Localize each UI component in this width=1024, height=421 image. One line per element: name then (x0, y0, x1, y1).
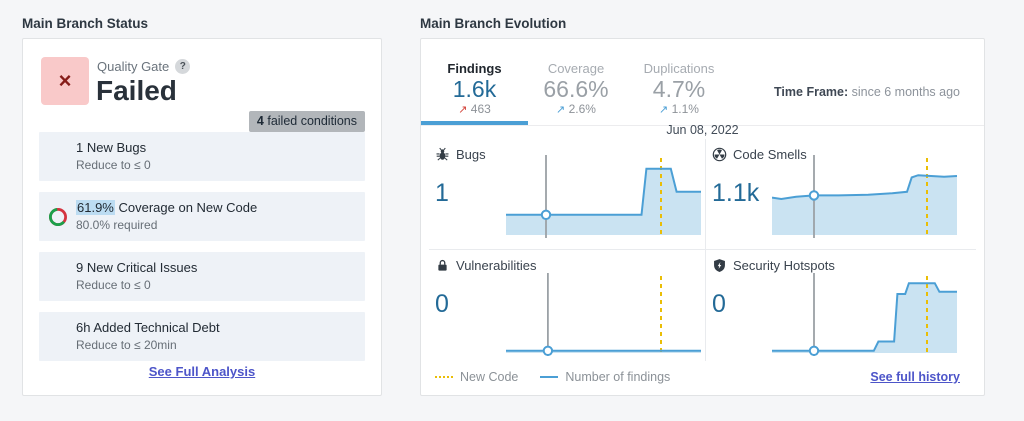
bug-icon (436, 147, 449, 161)
up-arrow-icon: ↗ (458, 104, 468, 116)
bugs-minichart[interactable] (506, 155, 701, 239)
failed-conditions-badge: 4 failed conditions (248, 111, 365, 132)
vulnerabilities-chart-panel: Vulnerabilities 0 (429, 250, 706, 361)
vulnerabilities-count: 0 (435, 290, 449, 318)
tab-findings[interactable]: Findings 1.6k ↗ 463 (421, 61, 528, 125)
failed-conditions-list: 1 New Bugs Reduce to ≤ 0 61.9% Coverage … (39, 132, 365, 372)
condition-row-new-bugs: 1 New Bugs Reduce to ≤ 0 (39, 132, 365, 181)
time-frame: Time Frame: since 6 months ago (774, 85, 960, 99)
lock-icon (438, 259, 447, 271)
security-hotspots-minichart[interactable] (772, 273, 957, 357)
quality-gate-failed-icon: × (41, 57, 89, 105)
up-arrow-icon: ↗ (556, 104, 566, 116)
right-panel-heading: Main Branch Evolution (420, 16, 567, 31)
quality-gate-status: Failed (96, 75, 177, 106)
security-hotspot-icon (714, 259, 725, 272)
vulnerabilities-minichart[interactable] (506, 273, 701, 357)
metric-tabs: Findings 1.6k ↗ 463 Coverage 66.6% ↗ 2.6… (421, 61, 984, 125)
condition-row-critical-issues: 9 New Critical Issues Reduce to ≤ 0 (39, 252, 365, 301)
help-icon[interactable]: ? (175, 59, 191, 74)
legend-new-code: New Code (435, 370, 518, 384)
failed-conditions-count: 4 (256, 114, 264, 128)
security-hotspots-count: 0 (712, 290, 726, 318)
condition-row-technical-debt: 6h Added Technical Debt Reduce to ≤ 20mi… (39, 312, 365, 361)
legend-number-of-findings: Number of findings (540, 370, 670, 384)
code-smells-icon (712, 147, 727, 162)
code-smells-minichart[interactable] (772, 155, 957, 239)
see-full-history-link[interactable]: See full history (870, 370, 960, 384)
security-hotspots-chart-panel: Security Hotspots 0 (706, 250, 976, 361)
evolution-charts-grid: Bugs 1 Code Smells 1.1k (429, 139, 976, 361)
hover-date: Jun 08, 2022 (666, 123, 739, 137)
tab-duplications[interactable]: Duplications 4.7% ↗ 1.1% (643, 61, 715, 116)
quality-gate-label: Quality Gate (97, 59, 170, 74)
see-full-analysis-link[interactable]: See Full Analysis (148, 364, 256, 379)
findings-line-swatch-icon (540, 376, 559, 378)
tab-coverage[interactable]: Coverage 66.6% ↗ 2.6% (543, 61, 609, 116)
code-smells-chart-panel: Code Smells 1.1k (706, 139, 976, 250)
coverage-ring-icon (49, 207, 67, 226)
new-code-swatch-icon (435, 376, 453, 378)
up-arrow-icon: ↗ (659, 104, 669, 116)
code-smells-count: 1.1k (712, 179, 760, 207)
cross-icon: × (58, 68, 72, 93)
coverage-measure: 61.9% (76, 200, 115, 215)
condition-row-coverage: 61.9% Coverage on New Code 80.0% require… (39, 192, 365, 241)
main-branch-status-card: × Quality Gate ? Failed 4 failed conditi… (22, 38, 382, 396)
bugs-count: 1 (435, 179, 449, 207)
bugs-chart-panel: Bugs 1 (429, 139, 706, 250)
chart-legend: New Code Number of findings (435, 370, 670, 384)
left-panel-heading: Main Branch Status (22, 16, 149, 31)
main-branch-evolution-card: Findings 1.6k ↗ 463 Coverage 66.6% ↗ 2.6… (420, 38, 985, 396)
